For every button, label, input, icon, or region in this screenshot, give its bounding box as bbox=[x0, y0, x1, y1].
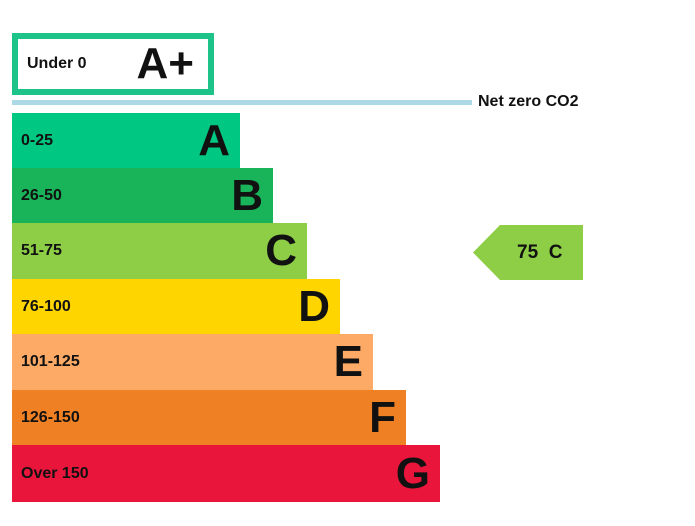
band-letter: C bbox=[265, 226, 297, 275]
band-bar-a: 0-25 A bbox=[12, 113, 240, 168]
band-range: 26-50 bbox=[21, 186, 62, 204]
band-letter: G bbox=[395, 448, 430, 498]
band-range: 101-125 bbox=[21, 353, 80, 370]
band-range: 126-150 bbox=[21, 408, 80, 426]
band-bar-g: Over 150 G bbox=[12, 445, 440, 502]
net-zero-label: Net zero CO2 bbox=[478, 93, 579, 110]
net-zero-line bbox=[12, 100, 472, 105]
current-rating-label: 75 C bbox=[517, 241, 563, 263]
band-letter: A bbox=[198, 115, 230, 165]
band-a-plus: Under 0 A+ bbox=[12, 33, 214, 95]
band-bar-d: 76-100 D bbox=[12, 279, 340, 334]
band-bar-b: 26-50 B bbox=[12, 168, 273, 223]
band-range: 51-75 bbox=[21, 242, 62, 259]
band-range: 76-100 bbox=[21, 297, 71, 315]
band-range: Over 150 bbox=[21, 464, 89, 482]
band-letter: E bbox=[333, 337, 363, 386]
band-range: 0-25 bbox=[21, 131, 54, 149]
band-letter: B bbox=[231, 170, 263, 220]
current-rating-arrow: 75 C bbox=[473, 225, 583, 280]
arrow-shape bbox=[473, 225, 583, 280]
band-letter: D bbox=[298, 281, 330, 331]
band-bar-f: 126-150 F bbox=[12, 390, 406, 445]
band-bar-e: 101-125 E bbox=[12, 334, 373, 390]
band-letter: A+ bbox=[136, 39, 194, 88]
band-letter: F bbox=[369, 392, 396, 442]
band-bar-c: 51-75 C bbox=[12, 223, 307, 279]
band-range: Under 0 bbox=[27, 55, 87, 72]
